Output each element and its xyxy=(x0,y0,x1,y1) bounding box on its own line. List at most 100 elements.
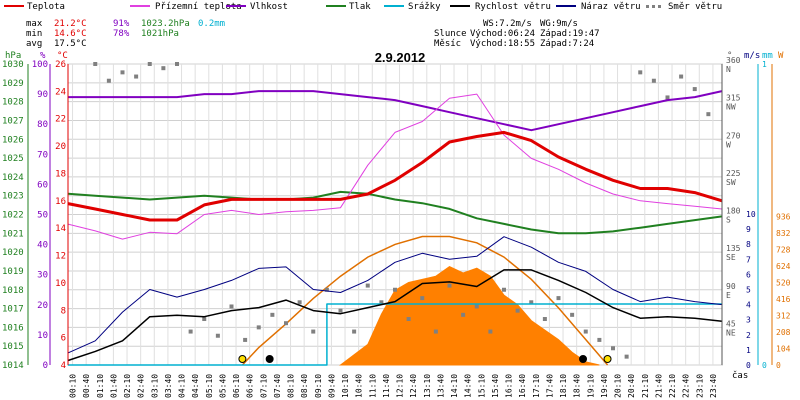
legend-swatch-smer-3 xyxy=(658,5,661,8)
tick-time: 12:10 xyxy=(396,374,405,398)
tick-direction-value: 225 xyxy=(726,169,741,178)
tick-time: 06:40 xyxy=(246,374,255,398)
tick-time: 09:10 xyxy=(314,374,323,398)
tick-wind: 0 xyxy=(746,361,751,370)
tick-time: 23:10 xyxy=(695,374,704,398)
direction-dot xyxy=(692,87,697,92)
info-moon-rise: Východ:18:55 xyxy=(470,39,535,49)
tick-time: 17:10 xyxy=(532,374,541,398)
tick-time: 13:40 xyxy=(436,374,445,398)
direction-dot xyxy=(106,78,111,83)
tick-temperature: 8 xyxy=(61,306,66,316)
tick-wind: 8 xyxy=(746,240,751,249)
chart-title: 2.9.2012 xyxy=(375,50,426,65)
legend-label-vlhkost: Vlhkost xyxy=(250,2,288,12)
direction-dot xyxy=(229,304,234,309)
tick-time: 14:40 xyxy=(464,374,473,398)
stat-min-press: 1021hPa xyxy=(141,29,179,39)
tick-solar: 624 xyxy=(776,262,791,271)
tick-direction-value: 180 xyxy=(726,207,741,216)
tick-pressure: 1017 xyxy=(2,305,24,315)
tick-time: 20:10 xyxy=(614,374,623,398)
stat-max-label: max xyxy=(26,19,43,29)
direction-dot xyxy=(474,304,479,309)
series-line-teplota xyxy=(67,130,723,222)
tick-direction-label: NW xyxy=(726,103,736,112)
tick-time: 14:10 xyxy=(450,374,459,398)
astro-info: WS:7.2m/s WG:9m/s Slunce Východ:06:24 Zá… xyxy=(434,19,600,49)
tick-humidity: 30 xyxy=(37,271,48,281)
tick-solar: 208 xyxy=(776,328,791,337)
tick-temperature: 16 xyxy=(55,197,66,207)
tick-direction-label: NE xyxy=(726,328,736,337)
tick-pressure: 1022 xyxy=(2,211,24,221)
series-line-prizemni xyxy=(67,93,723,240)
unit-pressure: hPa xyxy=(5,51,21,61)
tick-solar: 832 xyxy=(776,229,791,238)
tick-temperature: 6 xyxy=(61,334,66,344)
direction-dot xyxy=(542,317,547,322)
tick-humidity: 40 xyxy=(37,241,48,251)
direction-dot xyxy=(488,329,493,334)
astro-markers-layer xyxy=(238,355,612,363)
direction-dot xyxy=(270,312,275,317)
tick-direction-label: S xyxy=(726,216,731,225)
direction-dot xyxy=(651,78,656,83)
direction-dot xyxy=(461,312,466,317)
tick-wind: 3 xyxy=(746,316,751,325)
tick-wind: 1 xyxy=(746,346,751,355)
tick-direction-label: E xyxy=(726,291,731,300)
tick-humidity: 0 xyxy=(43,361,48,371)
tick-humidity: 80 xyxy=(37,120,48,130)
tick-temperature: 18 xyxy=(55,169,66,179)
tick-time: 01:40 xyxy=(109,374,118,398)
legend-label-srazky: Srážky xyxy=(408,2,441,12)
direction-dot xyxy=(556,296,561,301)
tick-wind: 6 xyxy=(746,270,751,279)
tick-pressure: 1019 xyxy=(2,267,24,277)
tick-solar: 312 xyxy=(776,312,791,321)
axes-layer: 1014101510161017101810191020102110221023… xyxy=(2,56,791,398)
tick-time: 15:40 xyxy=(491,374,500,398)
direction-dot xyxy=(583,329,588,334)
direction-dot xyxy=(147,62,152,66)
direction-dot xyxy=(638,70,643,75)
direction-dot xyxy=(611,346,615,351)
tick-temperature: 10 xyxy=(55,279,66,289)
tick-time: 10:10 xyxy=(341,374,350,398)
direction-dot xyxy=(406,317,411,322)
direction-dot xyxy=(679,74,684,79)
tick-solar: 416 xyxy=(776,295,791,304)
tick-humidity: 20 xyxy=(37,301,48,311)
tick-solar: 0 xyxy=(776,361,781,370)
marker-moonrise xyxy=(579,355,588,363)
tick-time: 03:10 xyxy=(150,374,159,398)
tick-time: 11:40 xyxy=(382,374,391,398)
stat-max-hum: 91% xyxy=(113,19,130,29)
series-line-naraz xyxy=(67,236,723,354)
tick-direction-label: SW xyxy=(726,178,736,187)
direction-dot xyxy=(311,329,316,334)
tick-solar: 728 xyxy=(776,246,791,255)
tick-time: 16:40 xyxy=(518,374,527,398)
info-sun-rise: Východ:06:24 xyxy=(470,29,535,39)
tick-pressure: 1027 xyxy=(2,116,24,126)
info-moon-label: Měsíc xyxy=(434,39,461,49)
tick-time: 00:40 xyxy=(82,374,91,398)
tick-humidity: 60 xyxy=(37,180,48,190)
marker-sunset xyxy=(603,355,612,363)
direction-dot xyxy=(134,74,139,79)
stat-avg-label: avg xyxy=(26,39,42,49)
tick-direction-label: SE xyxy=(726,253,736,262)
stat-max-press: 1023.2hPa xyxy=(141,19,190,29)
tick-solar: 936 xyxy=(776,213,791,222)
tick-time: 10:40 xyxy=(355,374,364,398)
direction-dot xyxy=(202,317,207,322)
tick-pressure: 1028 xyxy=(2,98,24,108)
direction-dot xyxy=(284,321,288,326)
legend-swatch-smer xyxy=(646,5,649,8)
direction-dot xyxy=(297,300,302,305)
tick-time: 19:40 xyxy=(600,374,609,398)
